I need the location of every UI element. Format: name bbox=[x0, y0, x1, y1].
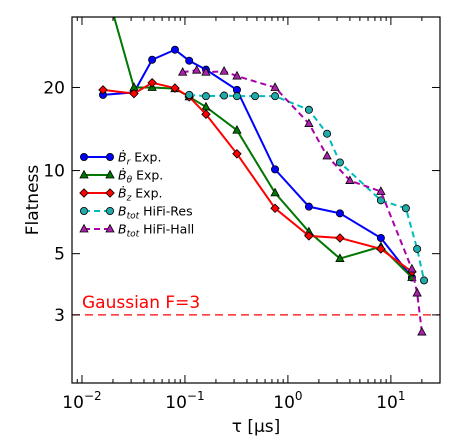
data-point bbox=[106, 206, 115, 215]
data-point bbox=[401, 204, 410, 213]
data-point bbox=[417, 326, 427, 336]
series-4 bbox=[185, 90, 429, 285]
x-axis-label: τ [μs] bbox=[232, 417, 281, 437]
data-point bbox=[335, 158, 344, 167]
reference-layer: Gaussian F=3 bbox=[72, 293, 440, 316]
data-point bbox=[185, 90, 194, 99]
data-point bbox=[232, 149, 242, 159]
data-point bbox=[345, 175, 355, 184]
data-point bbox=[304, 105, 313, 114]
series-layer bbox=[98, 17, 429, 336]
data-point bbox=[80, 152, 89, 161]
y-axis-label: Flatness bbox=[23, 165, 43, 236]
y-tick-label: 5 bbox=[54, 245, 65, 265]
data-point bbox=[420, 276, 429, 285]
series-line bbox=[102, 48, 413, 279]
data-point bbox=[271, 92, 280, 101]
y-tick-label: 20 bbox=[43, 78, 65, 98]
legend-label: Ḃθ Exp. bbox=[118, 168, 163, 186]
data-point bbox=[304, 231, 314, 241]
data-point bbox=[322, 150, 332, 160]
data-point bbox=[232, 70, 242, 80]
x-tick-layer: 10−2 10−1 100 101 bbox=[62, 17, 423, 413]
legend-label: Ḃz Exp. bbox=[118, 186, 163, 204]
data-point bbox=[105, 169, 115, 179]
data-point bbox=[105, 188, 115, 198]
data-point bbox=[148, 55, 157, 64]
data-point bbox=[412, 287, 422, 297]
legend-label: Btot HiFi-Hall bbox=[118, 222, 194, 240]
data-point bbox=[219, 65, 229, 75]
data-point bbox=[270, 82, 280, 91]
legend-label: Ḃr Exp. bbox=[118, 150, 161, 168]
data-point bbox=[79, 223, 89, 233]
plot-frame bbox=[71, 16, 441, 384]
x-tick-label: 100 bbox=[273, 389, 302, 413]
data-point bbox=[376, 233, 385, 242]
x-tick-label: 101 bbox=[376, 389, 405, 413]
y-tick-label: 10 bbox=[43, 162, 65, 182]
data-point bbox=[304, 202, 313, 211]
y-tick-label: 3 bbox=[54, 306, 65, 326]
data-point bbox=[335, 253, 345, 262]
y-tick-layer: 3 5 10 20 bbox=[43, 78, 440, 326]
x-tick-label: 10−2 bbox=[62, 389, 101, 413]
data-point bbox=[304, 118, 314, 127]
data-point bbox=[79, 188, 89, 198]
data-point bbox=[80, 206, 89, 215]
data-point bbox=[201, 109, 211, 119]
data-point bbox=[105, 223, 115, 233]
data-point bbox=[376, 244, 386, 254]
data-point bbox=[232, 92, 241, 101]
data-point bbox=[201, 92, 210, 101]
data-point bbox=[323, 129, 332, 138]
data-point bbox=[407, 263, 417, 273]
data-point bbox=[270, 203, 280, 214]
data-point bbox=[335, 233, 345, 243]
data-point bbox=[170, 45, 179, 54]
data-point bbox=[147, 77, 157, 88]
series-line bbox=[113, 17, 413, 279]
data-point bbox=[106, 152, 115, 161]
data-point bbox=[185, 56, 194, 65]
data-point bbox=[335, 209, 344, 218]
data-point bbox=[232, 124, 242, 134]
data-point bbox=[413, 244, 422, 253]
data-point bbox=[177, 67, 188, 76]
data-point bbox=[192, 64, 202, 74]
series-5 bbox=[177, 64, 427, 336]
x-tick-label: 10−1 bbox=[165, 389, 204, 413]
data-point bbox=[271, 165, 280, 174]
data-point bbox=[220, 91, 229, 100]
data-point bbox=[251, 92, 260, 101]
series-line bbox=[102, 81, 413, 273]
data-point bbox=[201, 67, 211, 76]
data-point bbox=[270, 187, 280, 197]
data-point bbox=[79, 169, 89, 179]
data-point bbox=[376, 186, 386, 195]
data-point bbox=[170, 83, 180, 93]
data-point bbox=[129, 88, 139, 99]
data-point bbox=[98, 85, 108, 95]
legend-label: Btot HiFi-Res bbox=[118, 204, 193, 222]
gaussian-reference-label: Gaussian F=3 bbox=[82, 293, 200, 313]
